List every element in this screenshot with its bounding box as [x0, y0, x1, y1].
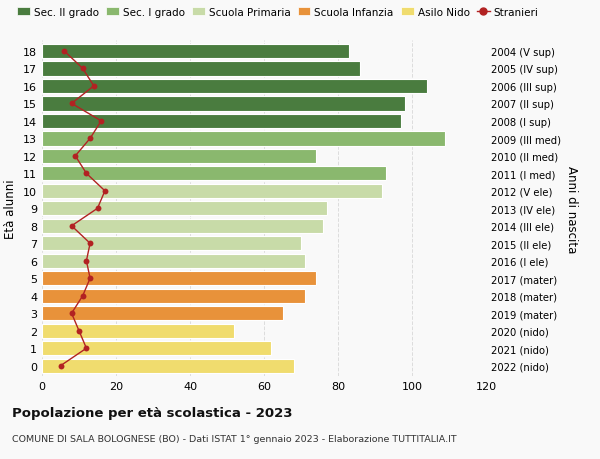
Bar — [42, 202, 327, 216]
Legend: Sec. II grado, Sec. I grado, Scuola Primaria, Scuola Infanzia, Asilo Nido, Stran: Sec. II grado, Sec. I grado, Scuola Prim… — [17, 7, 539, 17]
Bar — [42, 79, 427, 94]
Bar — [42, 45, 349, 59]
Text: COMUNE DI SALA BOLOGNESE (BO) - Dati ISTAT 1° gennaio 2023 - Elaborazione TUTTIT: COMUNE DI SALA BOLOGNESE (BO) - Dati IST… — [12, 434, 457, 443]
Point — [67, 101, 76, 108]
Text: Popolazione per età scolastica - 2023: Popolazione per età scolastica - 2023 — [12, 406, 293, 419]
Bar — [42, 149, 316, 164]
Bar — [42, 219, 323, 234]
Point — [100, 188, 110, 195]
Bar — [42, 97, 404, 111]
Point — [78, 66, 88, 73]
Bar — [42, 132, 445, 146]
Bar — [42, 254, 305, 269]
Bar — [42, 359, 293, 373]
Y-axis label: Età alunni: Età alunni — [4, 179, 17, 239]
Point — [82, 345, 91, 352]
Point — [59, 48, 69, 56]
Point — [82, 170, 91, 178]
Point — [85, 135, 95, 143]
Bar — [42, 341, 271, 356]
Point — [71, 153, 80, 160]
Point — [56, 362, 65, 369]
Point — [67, 223, 76, 230]
Bar — [42, 324, 235, 338]
Bar — [42, 167, 386, 181]
Point — [67, 310, 76, 317]
Point — [85, 275, 95, 282]
Bar — [42, 114, 401, 129]
Bar — [42, 62, 360, 76]
Y-axis label: Anni di nascita: Anni di nascita — [565, 165, 578, 252]
Point — [78, 292, 88, 300]
Bar — [42, 307, 283, 321]
Point — [82, 257, 91, 265]
Point — [97, 118, 106, 125]
Point — [74, 327, 84, 335]
Point — [89, 83, 98, 90]
Point — [85, 240, 95, 247]
Point — [93, 205, 103, 213]
Bar — [42, 271, 316, 286]
Bar — [42, 289, 305, 303]
Bar — [42, 236, 301, 251]
Bar — [42, 184, 382, 199]
